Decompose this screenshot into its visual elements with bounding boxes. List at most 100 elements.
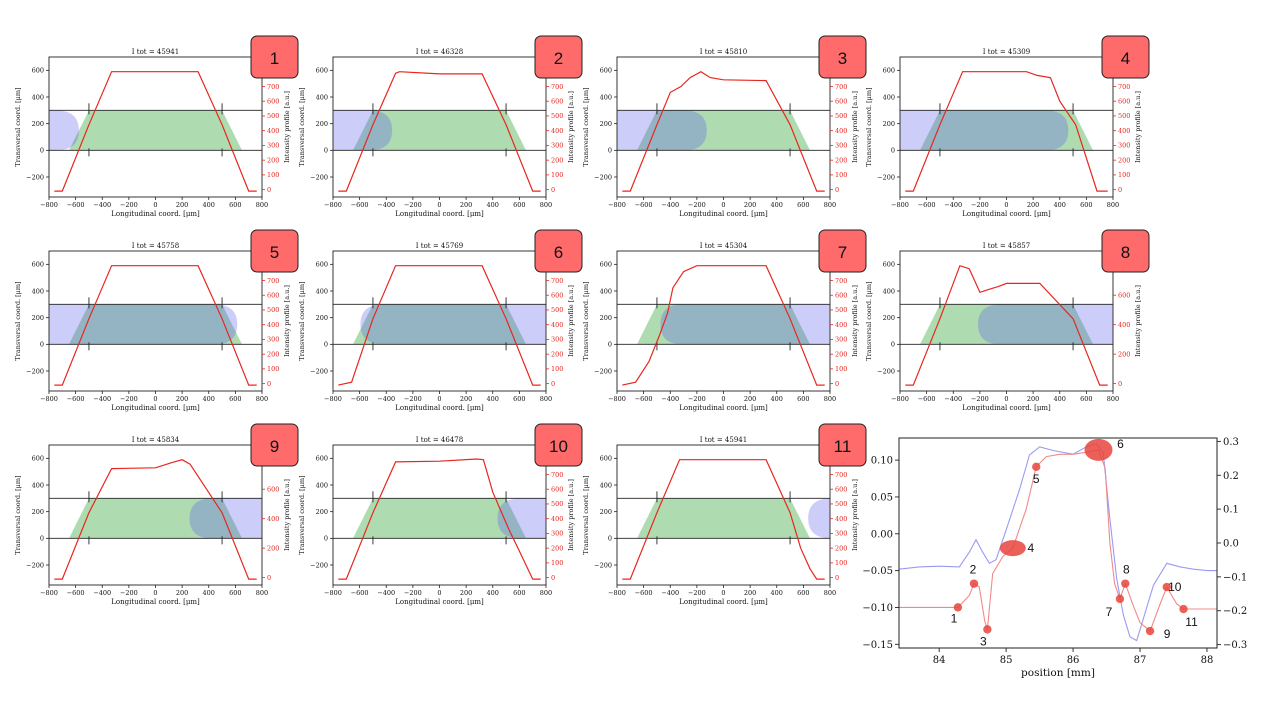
green-region	[352, 110, 527, 151]
y-right-tick-label: 700	[835, 277, 847, 285]
y-right-tick-label: 0	[1118, 380, 1122, 388]
x-tick-label: 800	[824, 395, 836, 403]
plot-area	[617, 71, 830, 192]
summary-marker-label: 6	[1117, 437, 1124, 451]
y-tick-label: 400	[32, 287, 44, 295]
blue-region	[617, 110, 707, 151]
panel-4: I tot = 45309−800 −600 −400 −200 0 200 400 600 8…	[865, 35, 1150, 218]
x-tick-label: 0	[721, 395, 725, 403]
panel-9: I tot = 45834 −800 −600 −400 −200 0 200 400 600 8…	[14, 423, 299, 606]
y-tick-label: 0	[891, 341, 895, 349]
x-tick-label: 200	[460, 589, 472, 597]
x-tick-label: −400	[377, 395, 395, 403]
y-right-tick-label: 600	[835, 292, 847, 300]
y-axis-label: Transversal coord. [μm]	[865, 281, 873, 360]
y-right-tick-label: 300	[551, 530, 563, 538]
y-tick-label: −0.15	[862, 640, 893, 651]
green-region	[919, 110, 1094, 151]
x-tick-label: −400	[944, 395, 962, 403]
x-tick-label: 86	[1067, 655, 1080, 666]
y-tick-label: 400	[316, 287, 328, 295]
x-tick-label: 200	[1027, 395, 1039, 403]
x-tick-label: 0	[1004, 201, 1008, 209]
summary-marker	[953, 603, 963, 612]
y-right-tick-label: 400	[267, 127, 279, 135]
y-right-tick-label: 400	[835, 515, 847, 523]
y-tick-label: 0	[40, 147, 44, 155]
blue-region	[660, 304, 830, 345]
y-right-tick-label: 0	[267, 380, 271, 388]
panel-title: I tot = 45941	[700, 436, 747, 444]
x-axis-label: Longitudinal coord. [μm]	[962, 210, 1051, 218]
x-tick-label: −800	[608, 589, 626, 597]
y-right-tick-label: 600	[267, 486, 279, 494]
green-region	[636, 110, 811, 151]
x-tick-label: 400	[487, 201, 499, 209]
y-right-tick-label: 400	[835, 321, 847, 329]
y-axis-label: Transversal coord. [μm]	[582, 475, 590, 554]
y-axis-label: Transversal coord. [μm]	[14, 87, 22, 166]
x-tick-label: 400	[487, 395, 499, 403]
y-tick-label: 600	[600, 455, 612, 463]
x-axis-label: Longitudinal coord. [μm]	[962, 404, 1051, 412]
panel-badge	[250, 229, 299, 273]
y-tick-label: 0	[891, 147, 895, 155]
y-right-tick-label: 0.2	[1223, 471, 1239, 482]
y-right-axis-label: Intensity profile [a.u.]	[851, 479, 859, 551]
y-tick-label: 0	[324, 535, 328, 543]
x-tick-label: 600	[513, 395, 525, 403]
x-tick-label: −800	[40, 201, 58, 209]
summary-series-left	[899, 443, 1217, 642]
y-right-tick-label: 700	[835, 83, 847, 91]
panel-badge	[250, 35, 299, 79]
y-tick-label: 400	[600, 481, 612, 489]
x-tick-label: 600	[797, 395, 809, 403]
y-tick-label: 0	[608, 535, 612, 543]
y-tick-label: 400	[883, 93, 895, 101]
intensity-line	[54, 459, 257, 580]
summary-marker-label: 1	[951, 611, 958, 625]
blue-region	[189, 498, 262, 539]
panel-title: I tot = 45941	[132, 48, 179, 56]
green-region	[68, 498, 243, 539]
y-right-tick-label: 500	[551, 306, 563, 314]
y-tick-label: −200	[594, 367, 612, 375]
y-right-tick-label: 300	[267, 142, 279, 150]
y-right-tick-label: 200	[1118, 156, 1130, 164]
x-tick-label: 200	[460, 395, 472, 403]
green-region	[352, 498, 527, 539]
x-tick-label: 800	[540, 589, 552, 597]
y-right-axis-label: Intensity profile [a.u.]	[567, 479, 575, 551]
panel-1: I tot = 45941 −800 −600 −400 −200 0 200 400 600 8…	[14, 35, 299, 218]
y-tick-label: −200	[310, 367, 328, 375]
y-tick-label: −0.05	[862, 566, 893, 577]
y-right-tick-label: 700	[551, 277, 563, 285]
summary-marker-label: 7	[1106, 605, 1113, 619]
y-axis-label: Transversal coord. [μm]	[298, 87, 306, 166]
y-right-tick-label: 700	[267, 277, 279, 285]
y-right-tick-label: 100	[835, 365, 847, 373]
blue-region	[360, 304, 546, 345]
y-tick-label: 200	[316, 314, 328, 322]
plot-area	[49, 265, 262, 386]
x-tick-label: 600	[797, 589, 809, 597]
x-tick-label: −200	[120, 589, 138, 597]
x-tick-label: 0	[437, 589, 441, 597]
x-tick-label: −600	[67, 201, 85, 209]
panel-5: I tot = 45758 −800 −600 −400 −200 0 200 400 600 8…	[14, 229, 299, 412]
panel-title: I tot = 45758	[132, 242, 179, 250]
y-right-tick-label: 0	[835, 574, 839, 582]
panel-7: I tot = 45304 −800 −600 −400 −200 0 200 400 600 8…	[582, 229, 867, 412]
x-tick-label: −400	[377, 201, 395, 209]
y-tick-label: 0.05	[871, 492, 893, 503]
y-tick-label: 200	[32, 314, 44, 322]
intensity-line	[905, 264, 1108, 386]
x-tick-label: −200	[688, 201, 706, 209]
x-tick-label: −400	[661, 589, 679, 597]
y-tick-label: 400	[32, 481, 44, 489]
y-right-tick-label: 200	[551, 156, 563, 164]
panel-badge-label: 4	[1121, 49, 1130, 68]
x-tick-label: 88	[1201, 655, 1214, 666]
panel-badge-label: 6	[554, 243, 563, 262]
summary-marker	[1179, 604, 1188, 614]
